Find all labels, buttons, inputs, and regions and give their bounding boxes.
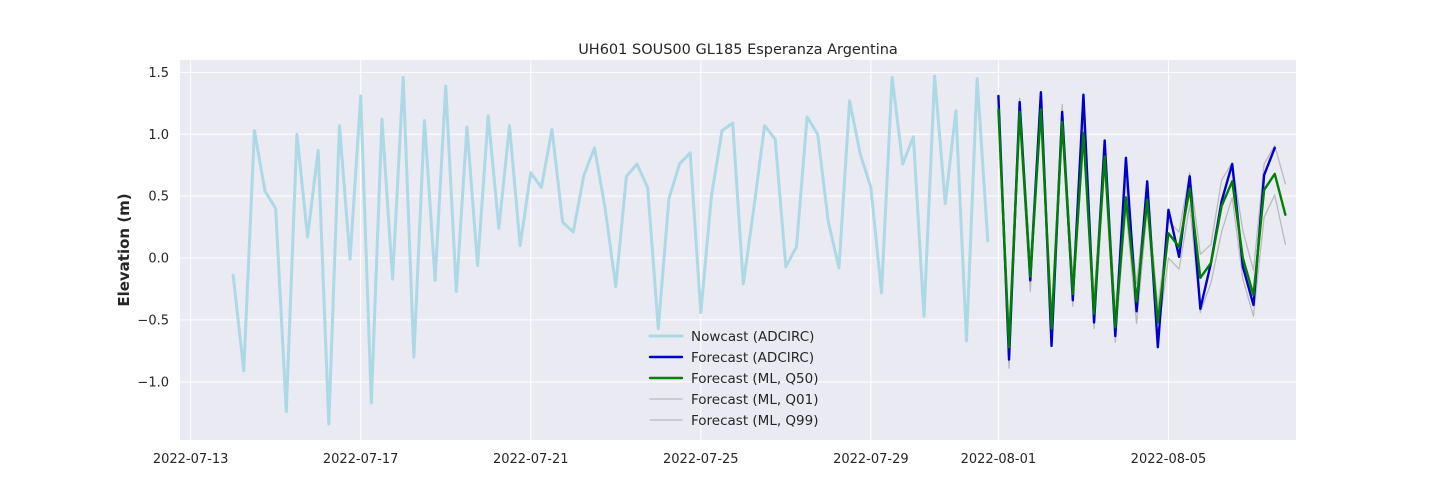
x-tick-label: 2022-07-29 — [833, 452, 909, 467]
y-tick-label: 1.5 — [148, 66, 169, 81]
series-line-nowcast-adcirc — [231, 74, 990, 426]
legend-label: Forecast (ML, Q50) — [691, 371, 819, 387]
x-tick-label: 2022-07-25 — [663, 452, 739, 467]
y-axis-label: Elevation (m) — [115, 193, 133, 306]
y-tick-label: −0.5 — [137, 313, 169, 328]
chart-title: UH601 SOUS00 GL185 Esperanza Argentina — [578, 42, 898, 58]
legend-label: Forecast (ML, Q01) — [691, 392, 819, 408]
x-tick-label: 2022-07-13 — [153, 452, 229, 467]
x-tick-label: 2022-08-05 — [1131, 452, 1207, 467]
legend-label: Forecast (ADCIRC) — [691, 350, 814, 366]
y-tick-label: 0.5 — [148, 190, 169, 205]
x-tick-label: 2022-07-17 — [323, 452, 399, 467]
y-tick-label: 0.0 — [148, 252, 169, 267]
legend-label: Forecast (ML, Q99) — [691, 413, 819, 429]
y-tick-label: −1.0 — [137, 375, 169, 390]
legend: Nowcast (ADCIRC) Forecast (ADCIRC) Forecas… — [648, 329, 819, 429]
x-tick-label: 2022-07-21 — [493, 452, 569, 467]
series-line-forecast-ml-q50 — [997, 108, 1287, 349]
y-tick-label: 1.0 — [148, 128, 169, 143]
x-tick-label: 2022-08-01 — [961, 452, 1037, 467]
legend-label: Nowcast (ADCIRC) — [691, 329, 814, 345]
